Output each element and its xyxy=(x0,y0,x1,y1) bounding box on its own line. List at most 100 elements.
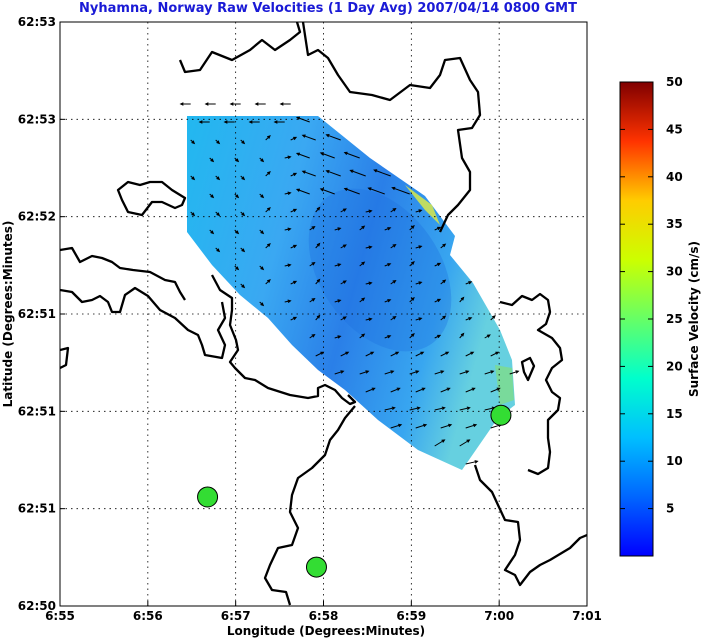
velocity-arrow xyxy=(384,263,392,267)
velocity-arrow xyxy=(215,175,221,181)
velocity-arrow xyxy=(434,439,446,447)
colorbar-tick-label: 50 xyxy=(666,75,683,89)
velocity-arrow xyxy=(365,387,376,393)
velocity-arrow xyxy=(215,211,221,217)
velocity-arrow xyxy=(265,206,271,213)
velocity-arrow xyxy=(319,152,335,159)
velocity-arrow xyxy=(359,261,366,267)
velocity-arrow xyxy=(359,370,370,375)
velocity-arrow xyxy=(209,229,215,235)
velocity-arrow xyxy=(415,317,423,321)
velocity-arrow xyxy=(365,317,373,321)
velocity-arrow xyxy=(259,193,265,199)
velocity-arrow xyxy=(340,280,347,285)
velocity-arrow xyxy=(301,170,316,177)
velocity-arrow xyxy=(459,296,465,303)
velocity-arrow xyxy=(284,263,292,267)
velocity-arrow xyxy=(415,351,425,357)
y-tick-label: 62:51 xyxy=(18,404,56,418)
plot-area xyxy=(60,22,587,606)
velocity-arrow xyxy=(290,172,298,177)
x-tick-label: 6:58 xyxy=(309,609,339,623)
velocity-arrow xyxy=(234,193,240,199)
velocity-arrow xyxy=(465,317,473,321)
x-tick-label: 6:57 xyxy=(221,609,251,623)
velocity-arrow xyxy=(459,370,470,375)
velocity-arrow xyxy=(265,134,271,141)
y-tick-label: 62:51 xyxy=(18,502,56,516)
velocity-arrow xyxy=(290,136,298,141)
velocity-arrow xyxy=(334,335,342,339)
velocity-arrow xyxy=(340,351,350,357)
chart-title: Nyhamna, Norway Raw Velocities (1 Day Av… xyxy=(79,1,577,16)
x-tick-label: 6:56 xyxy=(133,609,163,623)
velocity-arrow xyxy=(343,187,360,195)
velocity-arrow xyxy=(309,225,316,231)
velocity-arrow xyxy=(340,244,347,249)
velocity-arrow xyxy=(434,226,442,231)
x-tick-label: 7:01 xyxy=(572,609,602,623)
velocity-arrow xyxy=(234,157,240,163)
velocity-arrow xyxy=(240,283,246,289)
velocity-arrow xyxy=(315,351,325,357)
velocity-arrow xyxy=(315,206,321,213)
velocity-arrow xyxy=(340,316,347,321)
velocity-arrow xyxy=(198,120,210,124)
velocity-arrow xyxy=(409,406,421,411)
velocity-arrow xyxy=(240,247,246,253)
velocity-arrow xyxy=(234,265,240,271)
velocity-arrow xyxy=(259,301,265,307)
velocity-arrow xyxy=(284,191,292,195)
velocity-arrow xyxy=(234,229,240,235)
velocity-arrow xyxy=(204,102,216,106)
colorbar-tick-label: 10 xyxy=(666,454,683,468)
y-tick-label: 62:50 xyxy=(18,599,56,613)
velocity-arrow xyxy=(373,169,391,177)
velocity-arrow xyxy=(359,225,366,231)
velocity-arrow xyxy=(365,281,373,285)
velocity-arrow xyxy=(240,139,246,145)
velocity-arrow xyxy=(434,370,445,375)
velocity-arrow xyxy=(215,247,221,253)
velocity-arrow xyxy=(325,170,341,177)
y-tick-label: 62:51 xyxy=(18,307,56,321)
station-marker xyxy=(305,556,327,578)
velocity-arrow xyxy=(434,406,446,411)
velocity-arrow xyxy=(240,175,246,181)
colorbar-tick-label: 15 xyxy=(666,407,683,421)
field-highlight xyxy=(405,185,440,225)
velocity-arrow xyxy=(490,314,496,321)
velocity-arrow xyxy=(265,170,271,177)
velocity-arrow xyxy=(190,211,196,217)
velocity-arrow xyxy=(295,152,310,159)
velocity-arrow xyxy=(459,439,471,447)
velocity-arrow xyxy=(409,332,415,339)
velocity-arrow xyxy=(295,188,310,195)
velocity-arrow xyxy=(409,370,420,375)
velocity-arrow xyxy=(309,261,316,267)
colorbar-label: Surface Velocity (cm/s) xyxy=(687,241,701,397)
velocity-arrow xyxy=(325,134,341,141)
velocity-arrow xyxy=(415,245,423,249)
coastline xyxy=(60,22,587,606)
velocity-arrow xyxy=(190,175,196,181)
velocity-arrow xyxy=(279,102,291,106)
velocity-arrow xyxy=(319,188,335,195)
colorbar-ticks: 5 10 15 20 25 30 35 40 45 50 xyxy=(620,75,683,516)
velocity-arrow xyxy=(384,227,392,231)
velocity-arrow xyxy=(390,207,397,213)
colorbar-tick-label: 35 xyxy=(666,217,683,231)
velocity-arrow xyxy=(459,406,471,411)
colorbar-tick-label: 40 xyxy=(666,170,683,184)
y-tick-label: 62:53 xyxy=(18,15,56,29)
velocity-arrow xyxy=(465,423,478,429)
velocity-arrow xyxy=(295,116,310,123)
velocity-vectors xyxy=(179,102,520,465)
velocity-arrow xyxy=(365,351,375,357)
velocity-arrow xyxy=(190,139,196,145)
velocity-arrow xyxy=(409,260,415,267)
velocity-arrow xyxy=(259,157,265,163)
velocity-arrow xyxy=(265,278,271,285)
colorbar-tick-label: 30 xyxy=(666,265,683,279)
velocity-arrow xyxy=(415,423,428,429)
